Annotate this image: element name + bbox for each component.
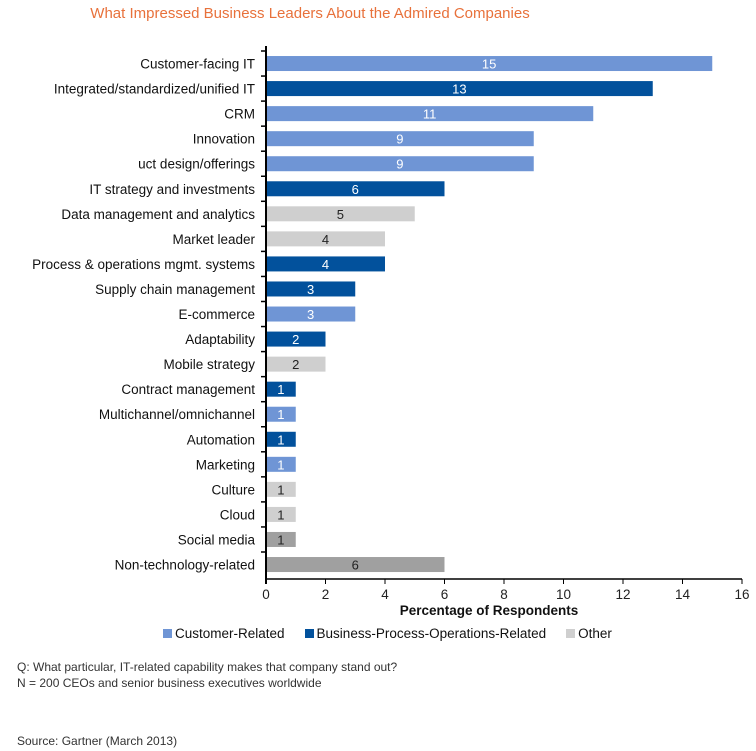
bar [267,281,356,297]
value-label: 5 [337,207,344,222]
bar [267,406,296,422]
value-label: 9 [396,157,403,172]
bar [267,131,534,147]
chart-title: What Impressed Business Leaders About th… [90,5,530,22]
category-label: CRM [224,107,255,122]
value-label: 4 [322,257,329,272]
bar [267,156,534,172]
bar [267,481,296,497]
category-label: Automation [187,432,255,447]
bar [267,181,445,197]
value-label: 1 [277,432,284,447]
value-label: 13 [452,82,466,97]
value-label: 1 [277,507,284,522]
legend-label-other: Other [578,626,612,641]
legend-swatch-other [566,629,576,638]
category-label: Market leader [172,232,255,247]
bar [267,381,296,397]
category-label: Adaptability [185,332,255,347]
bar [267,56,713,72]
bar [267,531,296,547]
sample-note: N = 200 CEOs and senior business executi… [17,676,322,690]
bar [267,206,415,222]
x-tick-label: 6 [441,587,449,602]
category-label: Customer-facing IT [140,57,255,72]
category-label: E-commerce [178,307,255,322]
value-label: 3 [307,307,314,322]
legend-label-business: Business-Process-Operations-Related [316,626,547,641]
category-label: IT strategy and investments [89,182,255,197]
category-label: Contract management [121,382,255,397]
bar [267,456,296,472]
question-note: Q: What particular, IT-related capabilit… [17,660,398,674]
value-label: 11 [423,107,437,122]
category-label: Multichannel/omnichannel [99,407,255,422]
category-label: Marketing [196,457,255,472]
category-label: Culture [211,482,255,497]
legend-swatch-customer [163,629,172,638]
bar [267,331,326,347]
value-label: 1 [277,382,284,397]
value-label: 1 [277,482,284,497]
x-tick-label: 10 [556,587,571,602]
value-label: 1 [277,457,284,472]
legend-item-customer: Customer-Related [163,626,285,641]
x-axis-title: Percentage of Respondents [400,603,579,618]
bar [267,506,296,522]
x-tick-label: 4 [381,587,389,602]
value-label: 4 [322,232,329,247]
value-label: 9 [396,132,403,147]
value-label: 6 [352,182,359,197]
x-tick-label: 8 [500,587,508,602]
value-label: 2 [292,357,299,372]
category-label: Non-technology-related [115,558,255,573]
legend: Customer-Related Business-Process-Operat… [163,626,612,641]
category-label: Integrated/standardized/unified IT [54,82,255,97]
source-note: Source: Gartner (March 2013) [17,734,178,748]
bar [267,557,445,573]
bar [267,81,653,97]
legend-item-other: Other [566,626,612,641]
legend-swatch-business [304,629,314,638]
bar [267,106,594,122]
x-tick-label: 0 [262,587,270,602]
category-label: uct design/offerings [138,157,255,172]
category-label: Mobile strategy [163,357,255,372]
value-label: 15 [482,57,496,72]
value-label: 3 [307,282,314,297]
value-label: 2 [292,332,299,347]
category-label: Social media [178,532,256,547]
bar-chart: Customer-facing IT 15Integrated/standardi… [32,46,750,618]
category-label: Process & operations mgmt. systems [32,257,255,272]
bar [267,431,296,447]
legend-item-business: Business-Process-Operations-Related [304,626,547,641]
value-label: 6 [352,558,359,573]
value-label: 1 [277,532,284,547]
bar [267,306,356,322]
x-tick-label: 2 [322,587,330,602]
value-label: 1 [277,407,284,422]
x-tick-label: 12 [615,587,630,602]
bar [267,256,385,272]
bar [267,231,385,247]
category-label: Data management and analytics [61,207,255,222]
category-label: Innovation [193,132,255,147]
category-label: Supply chain management [95,282,255,297]
x-tick-label: 14 [675,587,691,602]
x-tick-label: 16 [734,587,749,602]
legend-label-customer: Customer-Related [175,626,285,641]
category-label: Cloud [220,507,255,522]
bar [267,356,326,372]
